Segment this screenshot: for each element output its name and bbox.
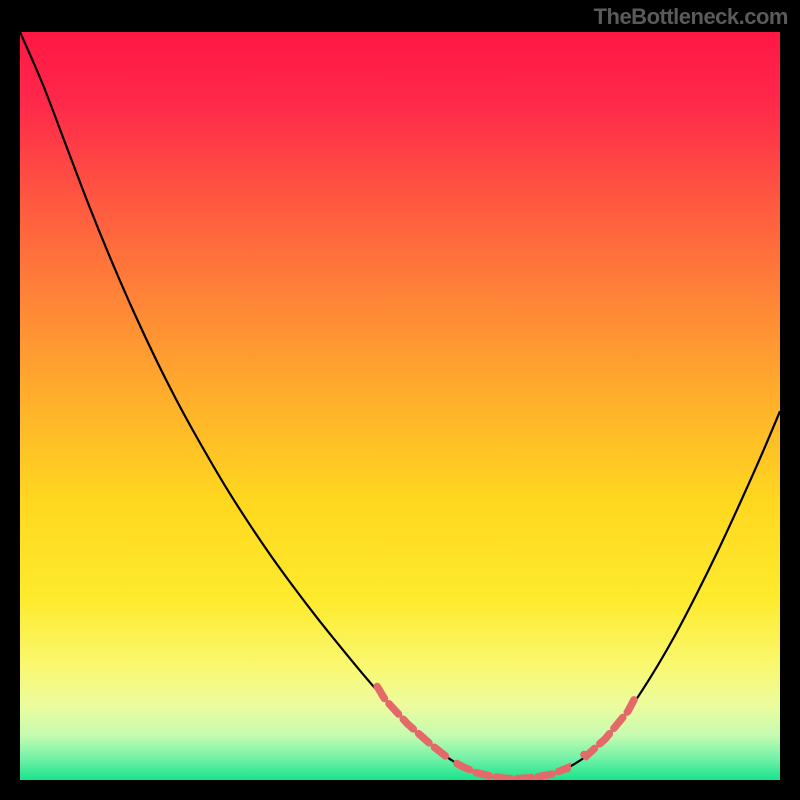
chart-container: TheBottleneck.com — [0, 0, 800, 800]
marker-segment — [377, 687, 445, 757]
curve-markers — [377, 687, 637, 779]
curve-layer — [20, 32, 780, 780]
marker-segment — [457, 764, 567, 779]
marker-segment — [584, 694, 637, 756]
watermark-text: TheBottleneck.com — [594, 4, 788, 30]
plot-area — [20, 32, 780, 780]
bottleneck-curve — [20, 32, 780, 779]
